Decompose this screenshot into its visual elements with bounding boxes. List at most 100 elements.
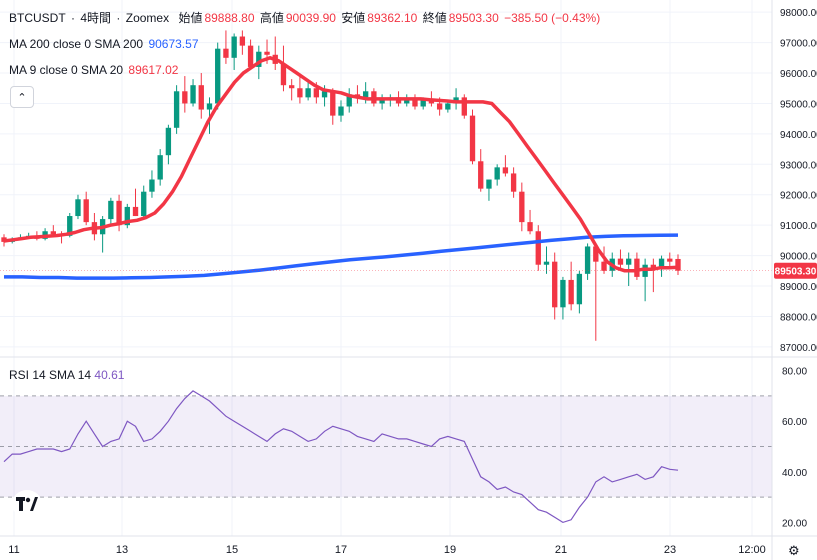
ma9-value: 89617.02 (128, 63, 179, 77)
price-badge (774, 262, 817, 279)
candle-body (667, 258, 673, 262)
candle-body (231, 36, 237, 58)
low-label: 安値 (341, 11, 366, 25)
open-label: 始値 (178, 11, 203, 25)
price-tick-label: 88000.00 (780, 312, 817, 323)
candle-body (289, 85, 295, 89)
symbol-name[interactable]: BTCUSDT (9, 11, 66, 25)
candle-body (626, 258, 632, 265)
time-tick-label: 15 (226, 544, 238, 556)
collapse-legend-button[interactable]: ⌃ (10, 86, 34, 108)
time-tick-label: 19 (444, 544, 456, 556)
candle-body (83, 199, 89, 223)
candle-body (404, 100, 410, 104)
high-label: 高値 (259, 11, 284, 25)
ma9-line (3, 56, 679, 273)
candle-body (108, 200, 114, 220)
candle-body (552, 261, 558, 308)
candle-body (256, 51, 262, 67)
candle-body (584, 246, 591, 274)
ma200-legend[interactable]: MA 200 close 0 SMA 200 90673.57 (9, 37, 201, 51)
price-tick-label: 90000.00 (780, 252, 817, 263)
candle-body (658, 258, 665, 268)
candle-body (527, 222, 533, 232)
time-tick-label: 12:00 (738, 544, 766, 556)
candle-body (223, 48, 229, 58)
candle-body (50, 231, 56, 235)
candle-body (141, 191, 147, 217)
high-value: 90039.90 (285, 11, 336, 25)
candle-body (593, 246, 599, 262)
ma9-legend[interactable]: MA 9 close 0 SMA 20 89617.02 (9, 63, 180, 77)
rsi-legend[interactable]: RSI 14 SMA 14 40.61 (9, 368, 124, 382)
chevron-up-icon: ⌃ (17, 91, 27, 104)
rsi-value: 40.61 (94, 368, 125, 382)
candle-body (560, 279, 566, 308)
time-tick-label: 23 (664, 544, 676, 556)
candle-body (280, 63, 287, 86)
tradingview-logo[interactable] (12, 490, 42, 518)
price-tick-label: 98000.00 (780, 8, 817, 19)
price-tick-label: 91000.00 (780, 221, 817, 232)
candle-body (445, 103, 451, 110)
candle-body (330, 91, 336, 116)
candle-body (321, 91, 328, 98)
ma200-label: MA 200 close 0 SMA 200 (9, 37, 144, 51)
rsi-tick-label: 80.00 (782, 367, 807, 378)
candle-body (634, 258, 640, 277)
candle-body (494, 167, 500, 180)
candle-body (215, 48, 221, 104)
candle-body (478, 161, 484, 189)
candle-body (436, 103, 443, 110)
price-tick-label: 92000.00 (780, 191, 817, 202)
candle-body (305, 88, 311, 98)
candle-body (132, 206, 139, 217)
candle-body (239, 36, 246, 46)
candle-body (519, 191, 525, 223)
price-tick-label: 93000.00 (780, 160, 817, 171)
interval-label[interactable]: 4時間 (80, 11, 112, 25)
rsi-line (3, 390, 679, 524)
candle-body (510, 173, 517, 192)
low-value: 89362.10 (367, 11, 418, 25)
ma200-value: 90673.57 (148, 37, 199, 51)
price-tick-label: 89000.00 (780, 282, 817, 293)
candle-body (173, 91, 180, 128)
candle-body (420, 100, 426, 107)
price-tick-label: 95000.00 (780, 99, 817, 110)
price-tick-label: 96000.00 (780, 69, 817, 80)
candle-body (461, 97, 467, 116)
candle-body (576, 273, 583, 305)
close-value: 89503.30 (448, 11, 499, 25)
candle-body (190, 85, 196, 104)
candle-body (346, 94, 352, 107)
candle-body (675, 258, 681, 271)
exchange-label: Zoomex (125, 11, 170, 25)
gear-icon[interactable]: ⚙ (788, 543, 800, 558)
time-tick-label: 17 (335, 544, 347, 556)
rsi-pane (0, 390, 772, 524)
rsi-label: RSI 14 SMA 14 (9, 368, 92, 382)
time-tick-label: 11 (8, 544, 19, 556)
candle-body (535, 231, 541, 265)
candle-body (116, 200, 122, 226)
candle-body (469, 115, 476, 162)
candle-body (149, 179, 155, 192)
ma200-line (4, 233, 679, 280)
candle-body (338, 106, 344, 116)
candle-body (247, 45, 254, 67)
candle-body (206, 103, 213, 110)
candle-body (486, 179, 492, 189)
price-tick-label: 94000.00 (780, 130, 817, 141)
candle-body (297, 88, 303, 98)
price-tick-label: 87000.00 (780, 343, 817, 354)
close-label: 終値 (422, 11, 447, 25)
candle-body (362, 91, 369, 98)
candle-body (412, 100, 418, 107)
candle-body (601, 261, 607, 271)
candle-body (543, 261, 550, 265)
price-badge-label: 89503.30 (775, 267, 817, 278)
time-tick-label: 21 (555, 544, 567, 556)
